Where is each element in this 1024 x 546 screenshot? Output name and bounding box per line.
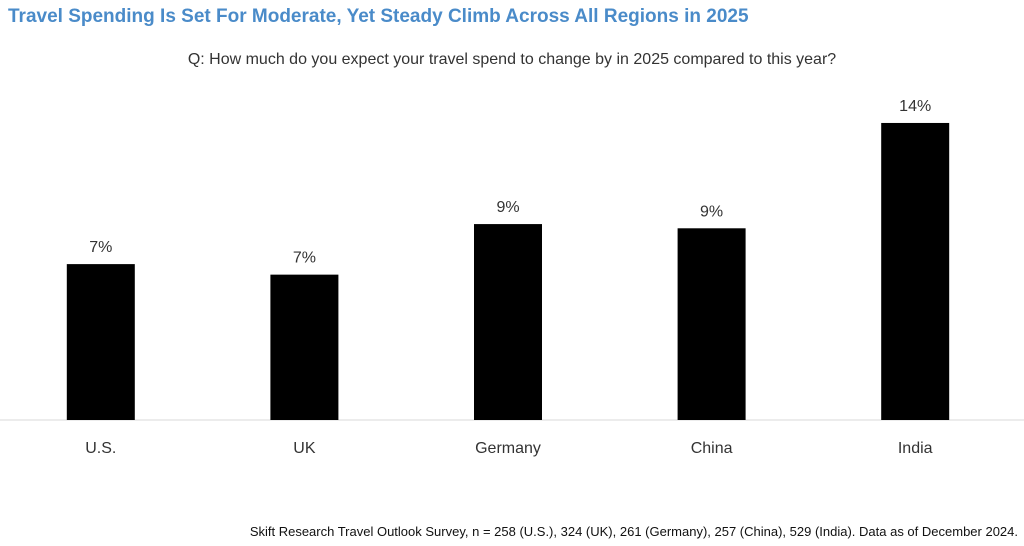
bar-china — [677, 228, 746, 420]
category-label: U.S. — [85, 440, 116, 457]
bar-uk — [270, 274, 339, 420]
chart-title: Travel Spending Is Set For Moderate, Yet… — [8, 6, 749, 27]
category-label: UK — [293, 440, 316, 457]
source-note: Skift Research Travel Outlook Survey, n … — [249, 524, 1018, 539]
category-label: India — [898, 440, 933, 457]
category-label: Germany — [475, 440, 541, 457]
data-label: 9% — [700, 203, 723, 220]
data-label: 7% — [89, 239, 112, 256]
category-label: China — [691, 440, 733, 457]
data-label: 9% — [496, 199, 519, 216]
bar-us — [66, 264, 135, 420]
chart-subtitle: Q: How much do you expect your travel sp… — [187, 51, 837, 68]
data-label: 14% — [899, 98, 931, 115]
bar-india — [881, 122, 950, 421]
data-label: 7% — [293, 250, 316, 267]
bar-germany — [474, 224, 542, 420]
